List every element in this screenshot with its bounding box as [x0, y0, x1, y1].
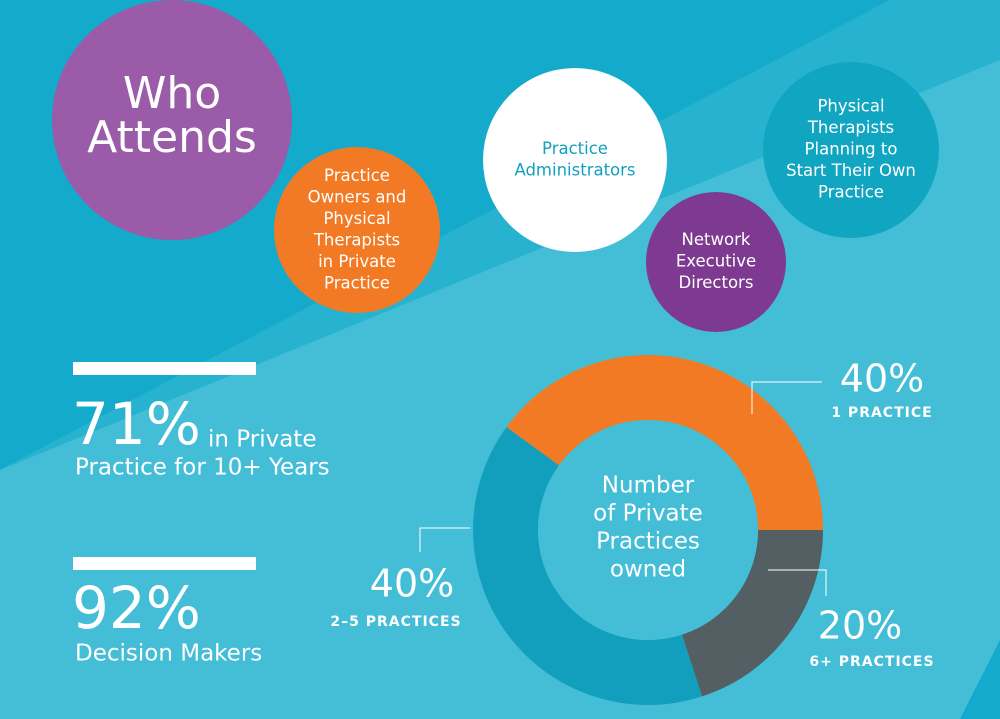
divider — [73, 362, 256, 375]
value-label: 40% — [370, 562, 454, 606]
audience-text: Practice — [542, 139, 608, 158]
value-label: 40% — [840, 357, 924, 401]
leader-line — [768, 569, 827, 596]
audience-text: Therapists — [313, 230, 400, 249]
audience-text: Planning to — [805, 140, 898, 159]
title-text: Who — [123, 68, 221, 119]
background-band — [0, 0, 1000, 470]
audience-text: Network — [682, 230, 751, 249]
donut-title: Practices — [596, 529, 700, 555]
stat-value: 71% — [72, 390, 201, 458]
stat-text: Practice for 10+ Years — [75, 455, 330, 481]
donut-title: Number — [602, 473, 695, 499]
audience-circle — [646, 192, 786, 332]
audience-text: in Private — [318, 252, 396, 271]
audience-text: Executive — [676, 252, 756, 271]
background-corner — [960, 640, 1000, 719]
audience-text: Practice — [324, 273, 390, 292]
audience-circle — [763, 62, 939, 238]
stat-text: Decision Makers — [75, 641, 262, 667]
leader-line — [751, 381, 822, 414]
donut-segment — [506, 355, 823, 530]
category-label: 2–5 PRACTICES — [330, 614, 461, 630]
audience-text: Owners and — [308, 187, 407, 206]
audience-text: Therapists — [807, 118, 894, 137]
donut-hole — [538, 420, 758, 640]
audience-circle — [483, 68, 667, 252]
title-circle — [52, 0, 292, 240]
audience-text: Start Their Own — [786, 161, 916, 180]
audience-circle — [274, 147, 440, 313]
leader-line — [419, 527, 470, 552]
divider — [73, 557, 256, 570]
audience-text: Directors — [679, 273, 754, 292]
stat-value: 92% — [72, 574, 201, 642]
donut-title: owned — [610, 557, 686, 583]
donut-title: of Private — [593, 501, 703, 527]
title-text: Attends — [87, 112, 257, 163]
audience-text: Practice — [818, 183, 884, 202]
audience-text: Physical — [323, 209, 390, 228]
category-label: 6+ PRACTICES — [809, 654, 934, 670]
donut-segment — [472, 427, 703, 705]
audience-text: Administrators — [514, 160, 635, 179]
audience-text: Practice — [324, 166, 390, 185]
audience-text: Physical — [817, 97, 884, 116]
stat-text: in Private — [208, 427, 316, 453]
category-label: 1 PRACTICE — [831, 405, 932, 421]
value-label: 20% — [818, 604, 902, 648]
donut-segment — [681, 530, 823, 697]
